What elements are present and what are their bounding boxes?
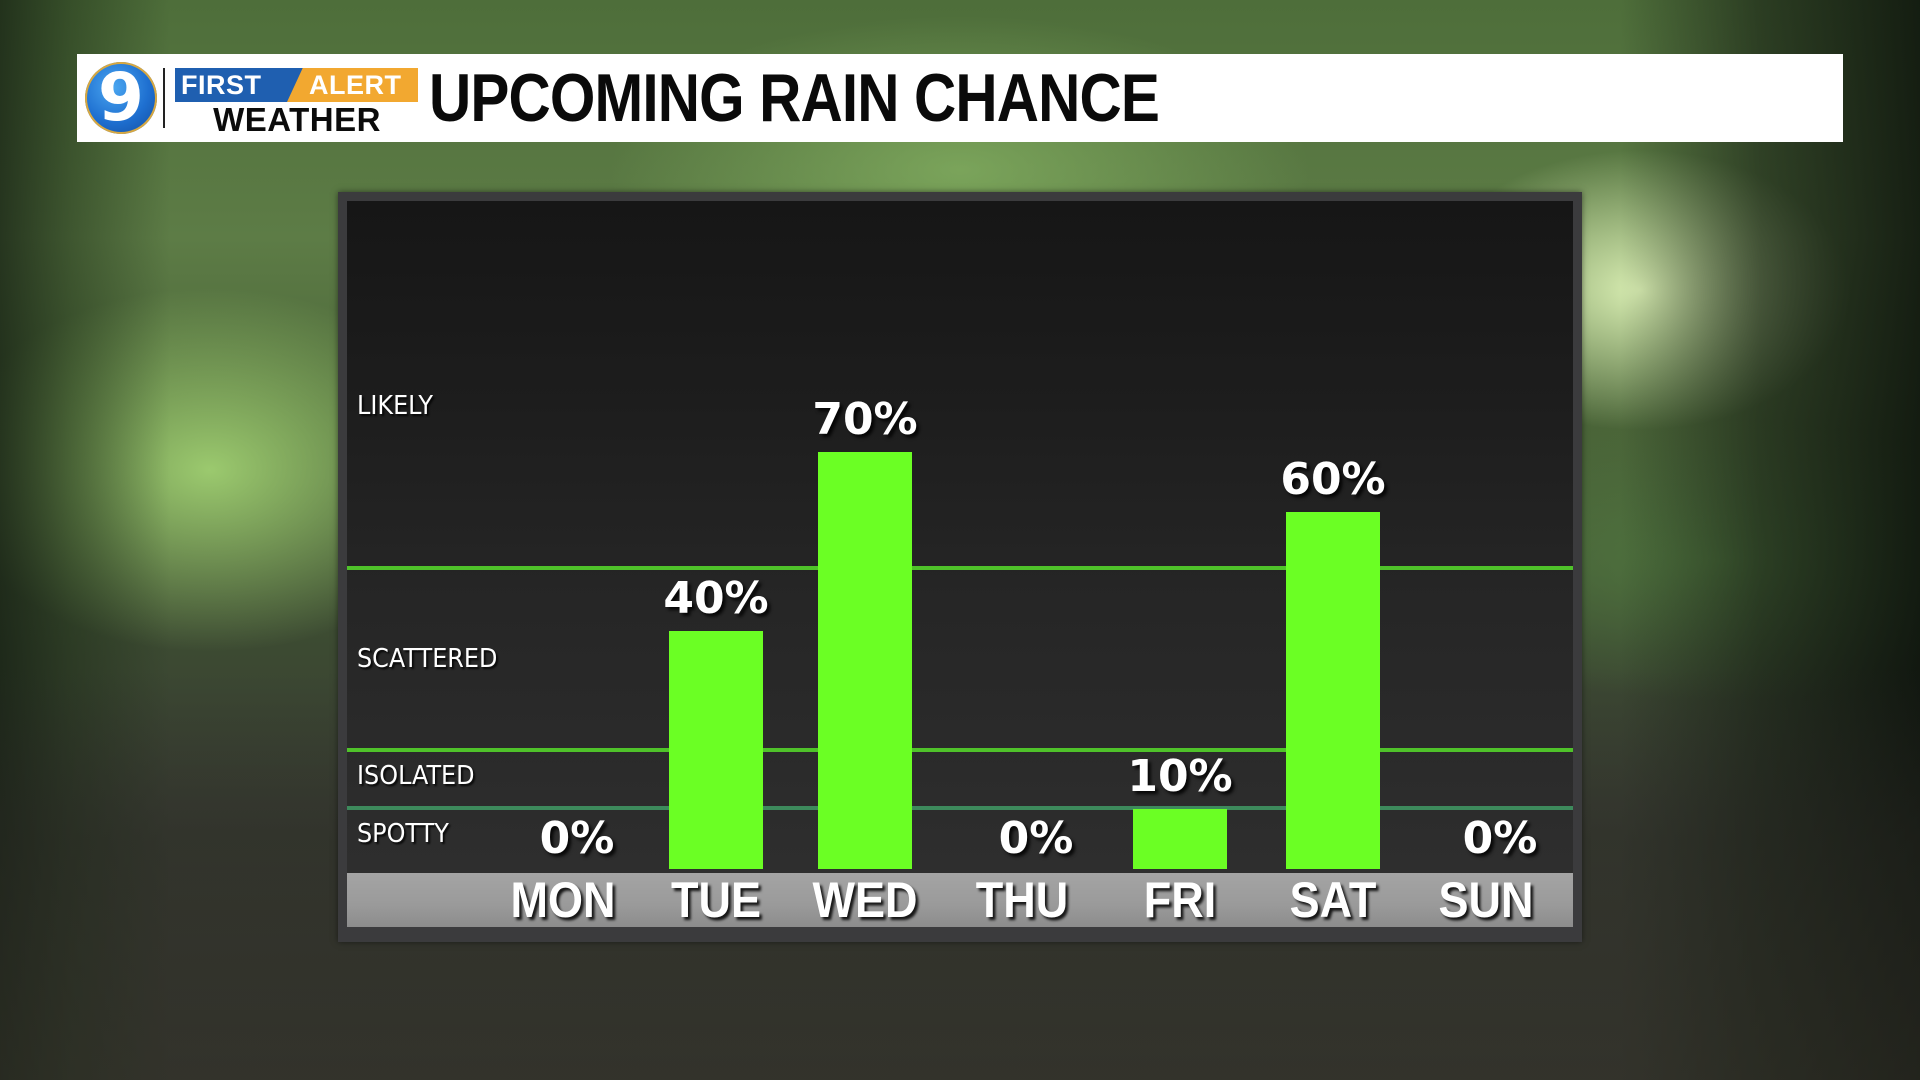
band-line-isolated-spotty: [347, 806, 1573, 810]
brand-weather: WEATHER: [213, 101, 381, 138]
chart-panel: LIKELY SCATTERED ISOLATED SPOTTY 0% 40% 70% 0% 1…: [338, 192, 1582, 942]
bar-sat: [1286, 512, 1380, 869]
axis-label-spotty: SPOTTY: [357, 819, 449, 849]
value-label-fri: 10%: [1127, 751, 1233, 802]
value-label-tue: 40%: [663, 573, 769, 624]
first-alert-blue-segment: [175, 68, 305, 102]
axis-label-scattered: SCATTERED: [357, 644, 498, 674]
value-label-sat: 60%: [1280, 454, 1386, 505]
header-bar: 9 FIRST ALERT WEATHER UPCOMING RAIN CHAN…: [77, 54, 1843, 142]
day-label-tue: TUE: [671, 872, 761, 928]
channel-number: 9: [98, 59, 144, 136]
bar-fri: [1133, 809, 1227, 869]
axis-label-likely: LIKELY: [357, 391, 433, 421]
band-line-likely-scattered: [347, 566, 1573, 570]
day-label-wed: WED: [812, 872, 918, 928]
value-label-wed: 70%: [812, 394, 918, 445]
value-label-sun: 0%: [1462, 813, 1538, 864]
day-label-thu: THU: [975, 872, 1069, 928]
day-axis: MON TUE WED THU FRI SAT SUN: [347, 873, 1573, 927]
brand-alert: ALERT: [309, 70, 402, 100]
bar-tue: [669, 631, 763, 869]
first-alert-orange-segment: [287, 68, 418, 102]
axis-label-isolated: ISOLATED: [357, 761, 475, 791]
page-title: UPCOMING RAIN CHANCE: [429, 60, 1160, 136]
day-label-mon: MON: [510, 872, 616, 928]
day-label-sat: SAT: [1289, 872, 1377, 928]
value-label-mon: 0%: [539, 813, 615, 864]
plot-area: LIKELY SCATTERED ISOLATED SPOTTY 0% 40% 70% 0% 1…: [347, 201, 1573, 873]
value-label-thu: 0%: [998, 813, 1074, 864]
day-label-fri: FRI: [1143, 872, 1217, 928]
header-divider: [163, 68, 165, 128]
day-label-sun: SUN: [1438, 872, 1534, 928]
brand-first: FIRST: [181, 70, 262, 100]
first-alert-badge: FIRST ALERT: [175, 68, 418, 102]
bar-wed: [818, 452, 912, 869]
band-line-scattered-isolated: [347, 748, 1573, 752]
channel-9-logo: 9: [85, 59, 157, 136]
